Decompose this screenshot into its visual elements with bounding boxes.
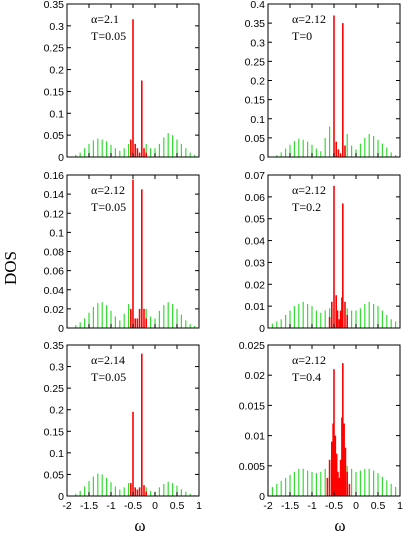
y-tick-label: 0	[259, 491, 265, 503]
series-green	[75, 473, 196, 496]
y-tick-label: 0.05	[245, 133, 266, 145]
y-tick-label: 0.35	[44, 340, 65, 352]
x-tick-label: -1.5	[281, 500, 299, 512]
y-tick-label: 0.2	[250, 76, 265, 88]
series-red	[333, 15, 346, 157]
series-red	[130, 179, 147, 328]
y-tick-label: 0.01	[245, 431, 266, 443]
y-tick-label: 0.16	[44, 170, 65, 182]
panel-middle-left: 0 0.02 0.04 0.06 0.08 0.1 0.12 0.14 0.16 α=2.12 T=…	[44, 170, 200, 335]
panels: 0 0.05 0.1 0.15 0.2 0.25 0.3 0.35 α=2.1 T=0.05 0 0.…	[44, 0, 404, 512]
x-tick-label: -1	[307, 500, 316, 512]
y-tick-label: 0	[259, 152, 265, 164]
y-tick-label: 0.35	[44, 0, 65, 11]
y-tick-label: 0.05	[44, 469, 65, 481]
y-tick-label: 0.05	[245, 214, 266, 226]
panel-annotation: T=0	[292, 29, 312, 43]
panel-annotation: α=2.12	[292, 353, 326, 367]
y-tick-label: 0.25	[44, 383, 65, 395]
x-axis-label-right: ω	[334, 516, 345, 535]
panel-top-left: 0 0.05 0.1 0.15 0.2 0.25 0.3 0.35 α=2.1 T=0.05	[44, 0, 200, 164]
x-tick-label: -1.5	[80, 500, 98, 512]
y-tick-label: 0	[58, 323, 64, 335]
panel-annotation: T=0.05	[91, 29, 126, 43]
series-red	[130, 353, 147, 496]
y-tick-label: 0.07	[245, 170, 266, 182]
x-tick-label: 0	[152, 500, 158, 512]
y-tick-label: 0.3	[49, 362, 64, 374]
y-tick-label: 0.02	[245, 279, 266, 291]
y-tick-label: 0.03	[245, 257, 266, 269]
y-tick-label: 0.15	[245, 95, 266, 107]
panel-annotation: α=2.12	[292, 183, 326, 197]
y-tick-label: 0.02	[245, 370, 266, 382]
y-tick-label: 0.3	[49, 21, 64, 33]
panel-bottom-left: 00.050.10.150.20.250.30.35-2 -1.5 -1 -0.5 0 0…	[44, 340, 203, 512]
panel-annotation: α=2.1	[91, 12, 119, 26]
panel-top-right: 0 0.05 0.1 0.15 0.2 0.25 0.3 0.35 0.4 α=2.12 T=0	[245, 0, 401, 164]
x-tick-label: -2	[263, 500, 272, 512]
y-tick-label: 0.06	[245, 192, 266, 204]
y-tick-label: 0.04	[44, 285, 65, 297]
panel-annotation: α=2.12	[292, 12, 326, 26]
y-tick-label: 0.015	[239, 400, 265, 412]
y-tick-label: 0.08	[44, 247, 65, 259]
panel-middle-right: 0 0.01 0.02 0.03 0.04 0.05 0.06 0.07 α=2.12 T=0.2	[245, 170, 401, 335]
x-tick-label: 0.5	[371, 500, 386, 512]
y-tick-label: 0.14	[44, 189, 65, 201]
y-tick-label: 0	[58, 152, 64, 164]
y-tick-label: 0.02	[44, 304, 65, 316]
x-tick-label: -1	[106, 500, 115, 512]
y-tick-label: 0	[58, 491, 64, 503]
y-tick-label: 0.01	[245, 301, 266, 313]
series-red	[326, 363, 351, 496]
panel-annotation: T=0.2	[292, 200, 321, 214]
series-red	[328, 185, 349, 328]
y-tick-label: 0.4	[250, 0, 265, 11]
panel-annotation: α=2.14	[91, 353, 125, 367]
y-tick-label: 0.025	[239, 340, 265, 352]
y-axis-label: DOS	[1, 251, 20, 285]
y-tick-label: 0.005	[239, 461, 265, 473]
y-tick-label: 0.25	[245, 56, 266, 68]
y-tick-label: 0.04	[245, 236, 266, 248]
y-tick-label: 0.2	[49, 405, 64, 417]
series-green	[271, 301, 397, 328]
y-tick-label: 0.05	[44, 130, 65, 142]
y-tick-label: 0.1	[49, 108, 64, 120]
x-tick-label: 0.5	[170, 500, 185, 512]
panel-annotation: α=2.12	[91, 183, 125, 197]
y-tick-label: 0.25	[44, 43, 65, 55]
panel-annotation: T=0.05	[91, 200, 126, 214]
y-tick-label: 0.15	[44, 426, 65, 438]
series-red	[130, 19, 147, 157]
y-tick-label: 0.1	[49, 227, 64, 239]
x-tick-label: 1	[397, 500, 403, 512]
series-green	[276, 126, 397, 157]
y-tick-label: 0	[259, 323, 265, 335]
y-tick-label: 0.2	[49, 65, 64, 77]
panel-annotation: T=0.05	[91, 370, 126, 384]
y-tick-label: 0.06	[44, 266, 65, 278]
y-tick-label: 0.3	[250, 37, 265, 49]
x-tick-label: -0.5	[325, 500, 343, 512]
y-tick-label: 0.1	[250, 114, 265, 126]
x-tick-label: -0.5	[124, 500, 142, 512]
y-tick-label: 0.35	[245, 18, 266, 30]
panel-bottom-right: 0 0.005 0.01 0.015 0.02 0.025 -2 -1.5 -1 -0.5 0 0.5…	[239, 340, 403, 512]
panel-annotation: T=0.4	[292, 370, 321, 384]
y-tick-label: 0.15	[44, 86, 65, 98]
x-axis-label-left: ω	[134, 516, 145, 535]
x-tick-label: 1	[196, 500, 202, 512]
x-tick-label: 0	[353, 500, 359, 512]
series-green	[75, 132, 196, 157]
y-tick-label: 0.1	[49, 448, 64, 460]
x-tick-label: -2	[62, 500, 71, 512]
y-tick-label: 0.12	[44, 208, 65, 220]
